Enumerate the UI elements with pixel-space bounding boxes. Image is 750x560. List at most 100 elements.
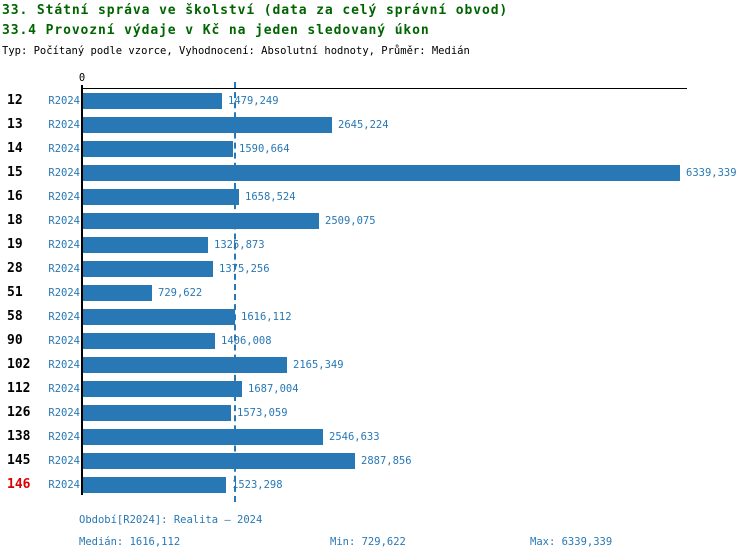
y-axis-line [81,85,83,495]
series-label: R2024 [48,407,80,419]
value-label: 1616,112 [241,311,292,323]
chart-row: 102 R2024 2165,349 [0,353,750,377]
value-bar [83,117,332,133]
value-label: 1375,256 [219,263,270,275]
value-bar [83,93,222,109]
bar-track: 1616,112 [83,305,750,329]
bar-track: 1523,298 [83,473,750,497]
series-label: R2024 [48,335,80,347]
chart-meta-line: Typ: Počítaný podle vzorce, Vyhodnocení:… [2,45,470,57]
value-label: 1573,059 [237,407,288,419]
value-bar [83,165,680,181]
chart-row: 58 R2024 1616,112 [0,305,750,329]
bar-track: 2165,349 [83,353,750,377]
series-label: R2024 [48,95,80,107]
value-bar [83,333,215,349]
value-bar [83,453,355,469]
chart-row: 15 R2024 6339,339 [0,161,750,185]
value-bar [83,357,287,373]
series-label: R2024 [48,143,80,155]
value-label: 2165,349 [293,359,344,371]
series-label: R2024 [48,119,80,131]
bar-track: 1375,256 [83,257,750,281]
bar-track: 1406,008 [83,329,750,353]
category-label: 15 [7,165,23,180]
series-label: R2024 [48,479,80,491]
category-label: 145 [7,453,31,468]
bar-track: 1479,249 [83,89,750,113]
category-label: 58 [7,309,23,324]
bar-track: 1658,524 [83,185,750,209]
value-bar [83,237,208,253]
bar-track: 729,622 [83,281,750,305]
series-label: R2024 [48,359,80,371]
bar-track: 1590,664 [83,137,750,161]
value-label: 1590,664 [239,143,290,155]
chart-row: 146 R2024 1523,298 [0,473,750,497]
value-bar [83,405,231,421]
value-bar [83,189,239,205]
chart-row: 12 R2024 1479,249 [0,89,750,113]
page-subtitle: 33.4 Provozní výdaje v Kč na jeden sledo… [2,23,430,38]
value-bar [83,213,319,229]
category-label: 12 [7,93,23,108]
category-label: 14 [7,141,23,156]
category-label: 19 [7,237,23,252]
chart-row: 112 R2024 1687,004 [0,377,750,401]
category-label: 90 [7,333,23,348]
chart-row: 16 R2024 1658,524 [0,185,750,209]
stat-max: Max: 6339,339 [530,536,613,548]
page-title: 33. Státní správa ve školství (data za c… [2,3,509,18]
category-label: 16 [7,189,23,204]
chart-row: 14 R2024 1590,664 [0,137,750,161]
category-label: 112 [7,381,31,396]
value-bar [83,309,235,325]
category-label: 102 [7,357,31,372]
x-axis-line [83,88,687,89]
value-bar [83,429,323,445]
series-label: R2024 [48,263,80,275]
value-label: 2509,075 [325,215,376,227]
chart-row: 138 R2024 2546,633 [0,425,750,449]
series-label: R2024 [48,167,80,179]
value-bar [83,141,233,157]
value-label: 729,622 [158,287,203,299]
chart-row: 19 R2024 1325,873 [0,233,750,257]
chart-row: 126 R2024 1573,059 [0,401,750,425]
category-label: 28 [7,261,23,276]
stat-min: Min: 729,622 [330,536,406,548]
bar-track: 1325,873 [83,233,750,257]
value-label: 1658,524 [245,191,296,203]
chart-row: 13 R2024 2645,224 [0,113,750,137]
bar-track: 1573,059 [83,401,750,425]
value-label: 6339,339 [686,167,737,179]
series-label: R2024 [48,311,80,323]
value-label: 1687,004 [248,383,299,395]
chart-row: 145 R2024 2887,856 [0,449,750,473]
series-label: R2024 [48,431,80,443]
value-bar [83,477,226,493]
category-label: 51 [7,285,23,300]
series-label: R2024 [48,239,80,251]
series-label: R2024 [48,191,80,203]
chart-row: 51 R2024 729,622 [0,281,750,305]
value-label: 1479,249 [228,95,279,107]
category-label: 146 [7,477,31,492]
stat-median: Medián: 1616,112 [79,536,181,548]
period-legend: Období[R2024]: Realita – 2024 [79,514,263,526]
value-bar [83,261,213,277]
bar-track: 2645,224 [83,113,750,137]
chart-row: 28 R2024 1375,256 [0,257,750,281]
category-label: 18 [7,213,23,228]
bar-chart: 12 R2024 1479,249 13 R2024 2645,224 14 R2024 159… [0,89,750,497]
value-label: 1406,008 [221,335,272,347]
value-label: 2887,856 [361,455,412,467]
bar-track: 1687,004 [83,377,750,401]
bar-track: 6339,339 [83,161,750,185]
value-label: 2645,224 [338,119,389,131]
series-label: R2024 [48,455,80,467]
value-label: 1523,298 [232,479,283,491]
bar-track: 2887,856 [83,449,750,473]
bar-track: 2509,075 [83,209,750,233]
value-label: 2546,633 [329,431,380,443]
